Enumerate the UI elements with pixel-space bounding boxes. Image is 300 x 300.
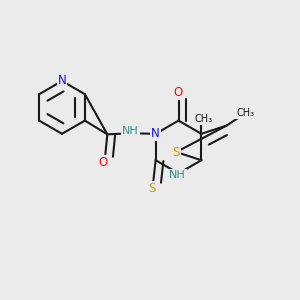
Text: CH₃: CH₃ [236,108,254,118]
Text: NH: NH [122,126,139,136]
Text: NH: NH [169,170,186,180]
Text: O: O [98,156,107,169]
Text: CH₃: CH₃ [194,114,212,124]
Text: N: N [58,74,66,88]
Text: O: O [174,86,183,99]
Text: N: N [151,127,160,140]
Text: S: S [148,182,156,195]
Text: S: S [172,146,180,158]
